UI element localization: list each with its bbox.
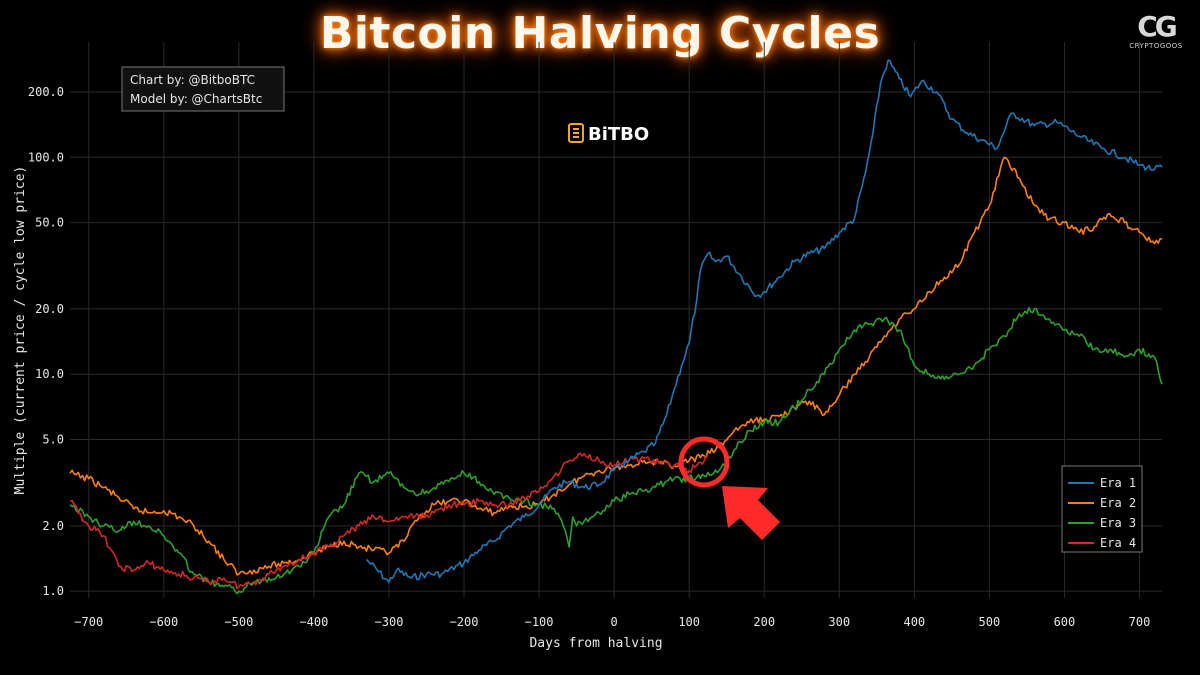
x-tick-label: 600 <box>1054 615 1076 629</box>
chart-grid <box>70 42 1162 598</box>
legend: Era 1 Era 2 Era 3 Era 4 <box>1061 465 1143 553</box>
credits-box: Chart by: @BitboBTC Model by: @ChartsBtc <box>121 66 285 112</box>
watermark: BiTBO <box>568 123 649 145</box>
y-tick-label: 2.0 <box>42 519 64 533</box>
brand-name: CRYPTOGOOS <box>1129 42 1183 50</box>
x-tick-label: 700 <box>1129 615 1151 629</box>
legend-label: Era 4 <box>1100 536 1136 550</box>
y-axis-label: Multiple (current price / cycle low pric… <box>13 166 28 495</box>
page-title: Bitcoin Halving Cycles <box>319 8 881 59</box>
y-tick-label: 200.0 <box>28 85 64 99</box>
x-tick-label: −200 <box>450 615 479 629</box>
credits-line-1: Chart by: @BitboBTC <box>130 73 255 87</box>
highlight-arrow-icon <box>722 486 780 540</box>
credits-line-2: Model by: @ChartsBtc <box>130 92 262 106</box>
x-tick-label: 400 <box>903 615 925 629</box>
x-tick-label: −600 <box>149 615 178 629</box>
highlight-circle <box>678 436 730 488</box>
x-tick-label: −500 <box>224 615 253 629</box>
series-line-era-2 <box>69 156 1163 576</box>
series-line-era-4 <box>69 452 708 590</box>
x-tick-label: −100 <box>525 615 554 629</box>
x-tick-label: 200 <box>753 615 775 629</box>
x-tick-label: −300 <box>375 615 404 629</box>
series-layer <box>69 59 1163 595</box>
legend-label: Era 1 <box>1100 476 1136 490</box>
x-tick-label: 100 <box>678 615 700 629</box>
x-tick-label: −700 <box>74 615 103 629</box>
y-tick-label: 5.0 <box>42 433 64 447</box>
series-line-era-1 <box>365 59 1163 583</box>
x-axis-label: Days from halving <box>529 636 662 651</box>
y-tick-label: 1.0 <box>42 584 64 598</box>
series-line-era-3 <box>69 307 1163 595</box>
legend-label: Era 2 <box>1100 496 1136 510</box>
brand-mark: CG <box>1137 10 1178 43</box>
y-tick-label: 20.0 <box>35 302 64 316</box>
highlight-annotation <box>678 436 780 540</box>
x-tick-label: 500 <box>979 615 1001 629</box>
bitbo-wordmark: BiTBO <box>588 124 649 145</box>
legend-label: Era 3 <box>1100 516 1136 530</box>
chart-axes: −700 −600 −500 −400 −300 −200 −100 0 100 200 300 40… <box>13 85 1150 651</box>
x-tick-label: 300 <box>828 615 850 629</box>
y-tick-label: 10.0 <box>35 367 64 381</box>
x-tick-label: −400 <box>299 615 328 629</box>
y-tick-label: 50.0 <box>35 216 64 230</box>
y-tick-label: 100.0 <box>28 150 64 164</box>
x-tick-label: 0 <box>611 615 618 629</box>
bitbo-logo-icon <box>568 123 584 143</box>
brand-logo: CG CRYPTOGOOS <box>1120 10 1192 51</box>
